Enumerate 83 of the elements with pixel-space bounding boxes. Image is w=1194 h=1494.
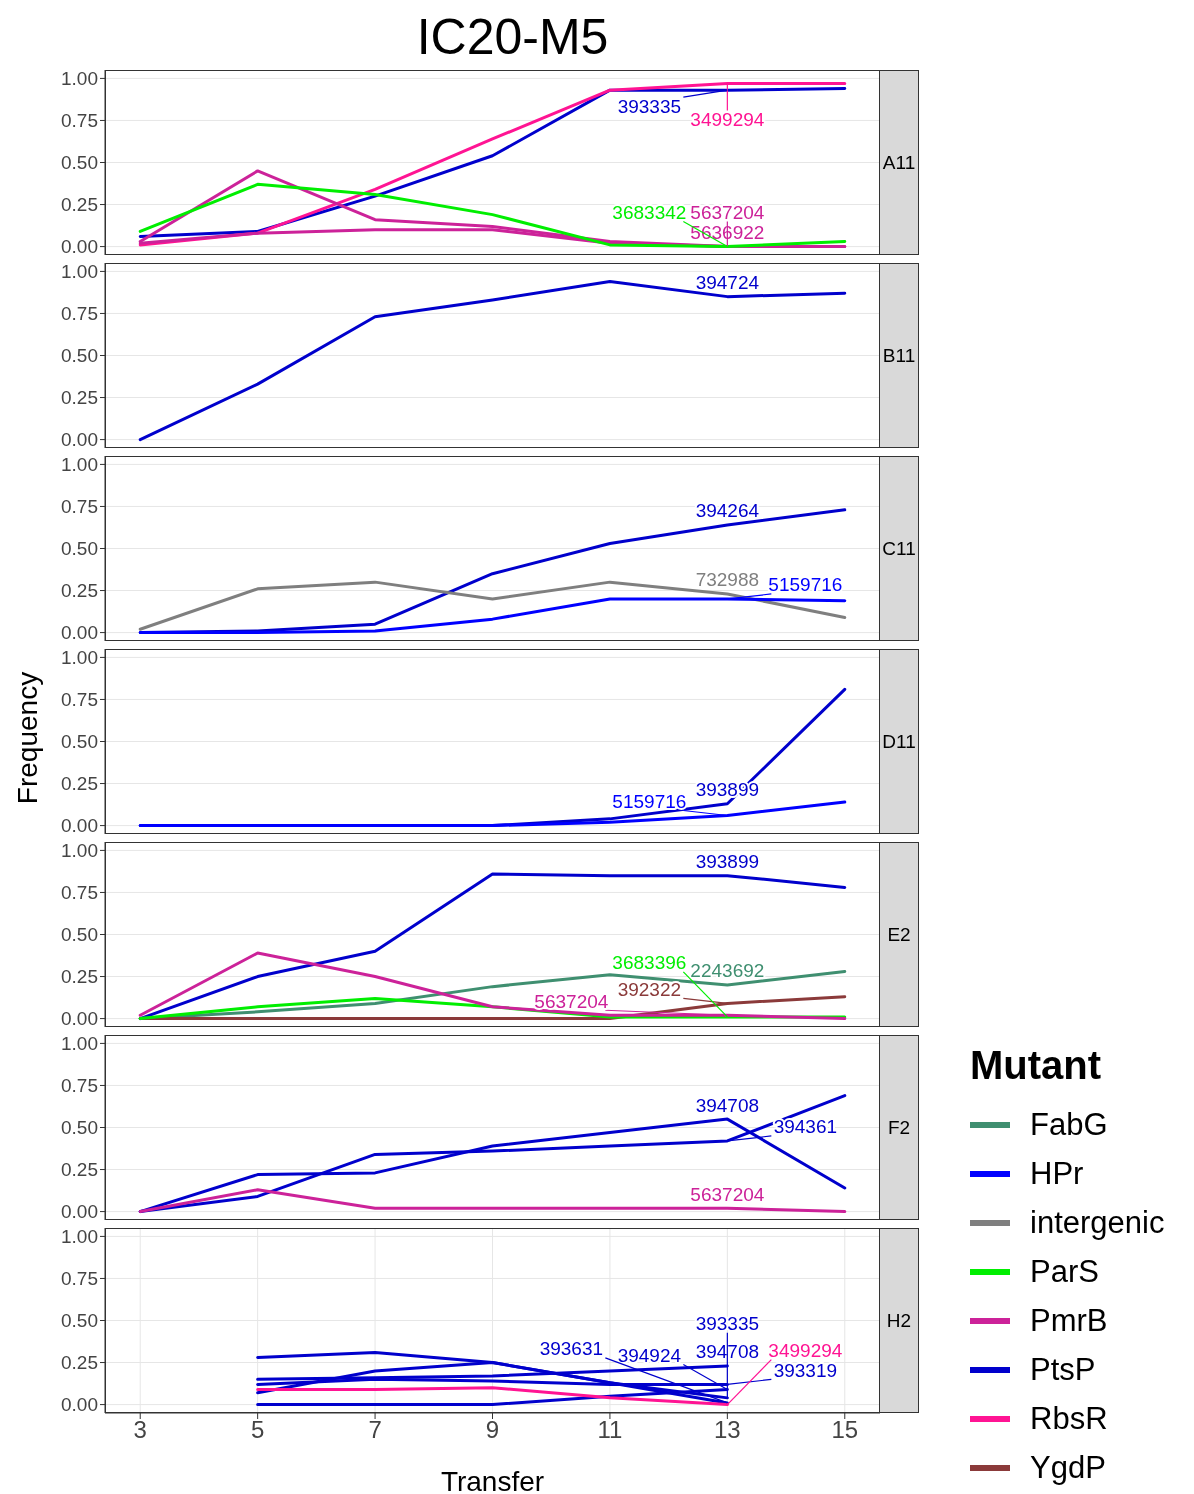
y-tick-label: 1.00 — [61, 68, 98, 90]
y-tick-label: 0.00 — [61, 236, 98, 258]
chart-title: IC20-M5 — [415, 8, 610, 66]
series-label: 393631 — [539, 1338, 604, 1360]
y-tick-label: 1.00 — [61, 1226, 98, 1248]
category-label: PmrB — [1030, 1302, 1108, 1339]
x-tick-label: 13 — [714, 1416, 741, 1444]
y-tick-label: 0.75 — [61, 110, 98, 132]
y-tick-label: 0.75 — [61, 689, 98, 711]
category-label: PtsP — [1030, 1351, 1096, 1388]
y-tick-label: 0.50 — [61, 731, 98, 753]
category-label: YgdP — [1030, 1449, 1106, 1486]
y-tick-label: 0.25 — [61, 1159, 98, 1181]
legend-label: 394361 — [773, 1116, 838, 1138]
x-tick-label: 3 — [133, 1416, 147, 1444]
series-label: 732988 — [695, 569, 760, 591]
y-tick-label: 0.75 — [61, 496, 98, 518]
y-tick-label: 0.50 — [61, 1117, 98, 1139]
y-tick-label: 0.50 — [61, 924, 98, 946]
x-tick-label: 15 — [831, 1416, 859, 1444]
category-label: RbsR — [1030, 1400, 1108, 1437]
text: A11 — [880, 70, 919, 255]
x-tick-label: 7 — [368, 1416, 382, 1444]
text: F2 — [880, 1035, 919, 1220]
category-label: FabG — [1030, 1106, 1108, 1143]
y-tick-label: 0.25 — [61, 1352, 98, 1374]
y-tick-label: 1.00 — [61, 840, 98, 862]
text: 3499294 — [768, 1340, 843, 1362]
y-tick-label: 0.00 — [61, 1008, 98, 1030]
y-tick-label: 0.50 — [61, 1310, 98, 1332]
y-tick-label: 1.00 — [61, 1033, 98, 1055]
series-label: 3499294 — [690, 108, 765, 130]
y-tick-label: 0.75 — [61, 882, 98, 904]
legend-label: 392322 — [617, 978, 682, 1000]
y-tick-label: 0.00 — [61, 1394, 98, 1416]
y-tick-label: 0.25 — [61, 773, 98, 795]
category-label: ParS — [1030, 1253, 1099, 1290]
text: 3683396 — [612, 952, 687, 974]
category-label: HPr — [1030, 1155, 1084, 1192]
series-label: 394924 — [617, 1344, 682, 1366]
series-label: 5637204 — [690, 1183, 765, 1205]
category-label: intergenic — [1030, 1204, 1165, 1241]
y-tick-label: 0.75 — [61, 1075, 98, 1097]
series-label: 5637204 — [534, 990, 609, 1012]
legend-label: 393335 — [617, 95, 682, 117]
y-tick-label: 0.50 — [61, 345, 98, 367]
y-tick-label: 0.00 — [61, 1201, 98, 1223]
y-tick-label: 0.25 — [61, 387, 98, 409]
y-tick-label: 0.75 — [61, 1268, 98, 1290]
legend-label: 5159716 — [612, 791, 687, 812]
text: E2 — [880, 842, 919, 1027]
legend-label: 5159716 — [768, 574, 843, 596]
y-tick-label: 0.25 — [61, 194, 98, 216]
series-label: 394264 — [695, 500, 760, 522]
text: H2 — [880, 1228, 919, 1413]
y-tick-label: 0.00 — [61, 815, 98, 837]
legend-title: Mutant — [970, 1043, 1103, 1088]
series-label: 394708 — [695, 1094, 760, 1116]
y-tick-label: 0.50 — [61, 538, 98, 560]
y-tick-label: 0.75 — [61, 303, 98, 325]
text: 393335 — [695, 1313, 760, 1335]
legend-label: 393319 — [773, 1359, 838, 1381]
x-axis-title: Transfer — [440, 1466, 545, 1494]
y-tick-label: 0.00 — [61, 429, 98, 451]
y-tick-label: 0.25 — [61, 580, 98, 602]
y-axis-title: Frequency — [12, 671, 44, 804]
y-tick-label: 0.00 — [61, 622, 98, 644]
x-tick-label: 11 — [597, 1416, 623, 1444]
series-label: 5637204 — [690, 202, 765, 224]
series-label: 393899 — [695, 851, 760, 873]
y-tick-label: 1.00 — [61, 454, 98, 476]
x-tick-label: 9 — [485, 1416, 500, 1444]
x-tick-label: 5 — [250, 1416, 265, 1444]
y-tick-label: 0.50 — [61, 152, 98, 174]
text: C11 — [880, 456, 919, 641]
text: B11 — [880, 263, 919, 448]
y-tick-label: 1.00 — [61, 647, 98, 669]
series-label: 3683342 — [612, 202, 687, 224]
y-tick-label: 0.25 — [61, 966, 98, 988]
series-label: 2243692 — [690, 960, 765, 982]
text: D11 — [880, 649, 919, 834]
y-tick-label: 1.00 — [61, 261, 98, 283]
series-label: 394724 — [695, 272, 760, 294]
